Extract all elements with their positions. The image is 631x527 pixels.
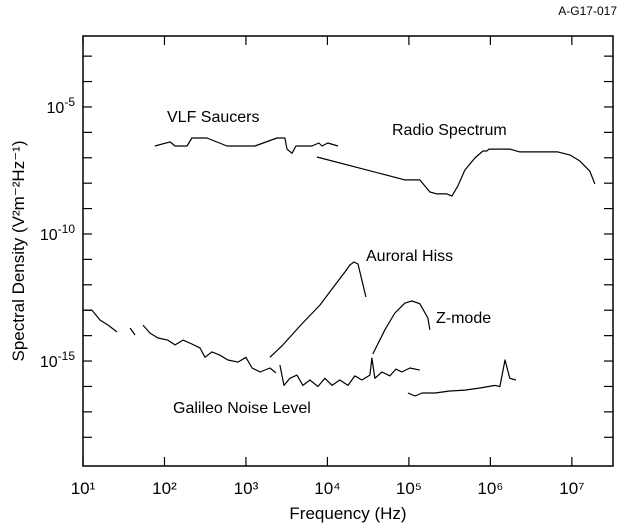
y-tick-label: 10-5 (47, 95, 76, 117)
x-tick-label: 10⁶ (477, 479, 503, 498)
series-line (154, 137, 339, 154)
plot-frame (82, 35, 614, 467)
x-tick-label: 10² (152, 479, 177, 498)
x-tick-label: 10¹ (71, 479, 96, 498)
x-tick-label: 10³ (234, 479, 259, 498)
series-line (269, 261, 367, 358)
y-axis-title: Spectral Density (V²m⁻²Hz⁻¹) (9, 140, 28, 361)
series-label: Auroral Hiss (366, 248, 453, 265)
series-label: VLF Saucers (167, 109, 259, 126)
series-label: Galileo Noise Level (173, 400, 311, 417)
figure-id: A-G17-017 (558, 4, 617, 18)
series-label: Radio Spectrum (392, 122, 507, 139)
x-tick-label: 10⁴ (314, 479, 340, 498)
x-axis-title: Frequency (Hz) (289, 504, 406, 523)
series-line (316, 148, 596, 197)
x-tick-label: 10⁵ (396, 479, 422, 498)
series-label: Z-mode (436, 310, 491, 327)
series-line (83, 309, 517, 397)
series-line (372, 300, 431, 355)
y-tick-label: 10-10 (40, 222, 75, 244)
x-tick-label: 10⁷ (559, 479, 584, 498)
y-tick-label: 10-15 (40, 349, 75, 371)
